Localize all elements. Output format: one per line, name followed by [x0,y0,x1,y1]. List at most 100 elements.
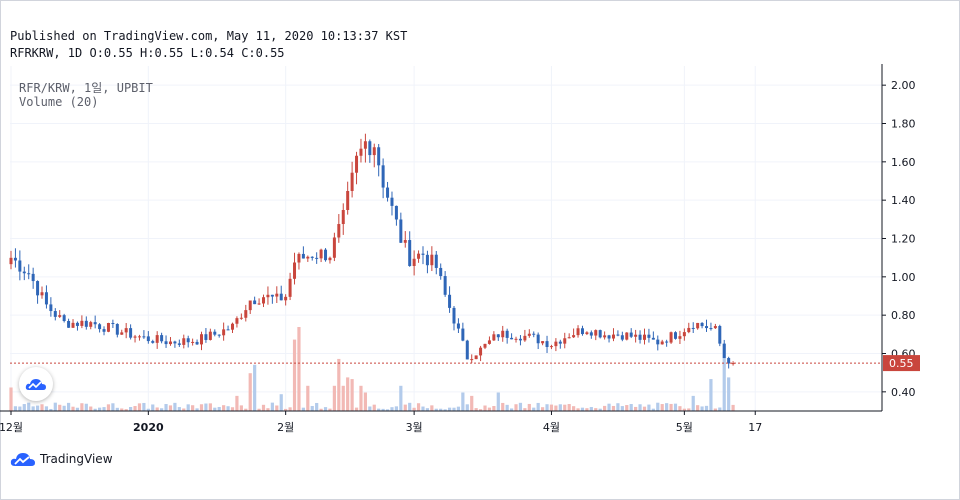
volume-bar [164,404,168,411]
candle-body [678,336,682,339]
volume-bar [102,407,106,411]
volume-bar [257,408,261,411]
volume-bar [253,364,257,411]
candle-body [279,293,283,301]
volume-bar [40,404,44,411]
candle-body [244,310,248,318]
volume-bar [213,407,217,411]
candle-body [430,254,434,266]
volume-bar [208,403,212,411]
candle-body [523,335,527,341]
volume-bar [31,406,35,411]
brand[interactable]: TradingView [10,450,113,468]
candle-body [191,341,195,343]
candle-body [403,240,407,243]
candle-body [182,338,186,345]
volume-bar [678,406,682,411]
volume-bar [239,405,243,411]
candle-body [656,339,660,345]
candle-body [337,224,341,238]
candle-body [687,327,691,333]
volume-bar [84,403,88,411]
volume-bar [439,408,443,411]
candle-body [253,300,257,305]
candle-body [160,335,164,342]
volume-bar [505,404,509,411]
volume-bar [62,405,66,411]
candle-body [231,323,234,330]
candle-body [288,278,292,297]
volume-bar [434,408,438,411]
candle-body [120,332,124,335]
candle-body [487,340,491,344]
candle-body [554,341,558,347]
volume-bar [9,387,13,411]
candle-body [67,320,71,328]
candle-body [510,337,514,340]
volume-bar [195,408,199,411]
volume-bar [642,406,647,411]
candle-body [425,254,429,266]
volume-bar [377,408,381,411]
x-tick-label: 2월 [277,421,294,434]
candle-body [62,315,66,321]
volume-bar [315,402,319,411]
candle-body [474,355,478,360]
candle-body [718,326,722,344]
candle-body [616,334,620,336]
candle-body [186,338,190,343]
x-tick-label: 4월 [543,421,560,434]
candle-body [572,335,576,338]
candle-body [585,332,589,335]
volume-bar [691,395,695,411]
candle-body [665,341,669,343]
candle-body [341,209,345,225]
volume-bar [589,407,593,411]
volume-bar [474,408,478,411]
volume-bar [328,408,332,411]
candle-body [390,197,394,206]
candle-body [315,257,319,259]
candle-body [651,337,655,340]
volume-bar [385,409,390,411]
volume-bar [124,409,128,411]
candle-body [137,336,141,338]
volume-bar [160,408,164,411]
candle-body [479,347,483,356]
candle-body [9,257,13,265]
candle-body [248,300,252,311]
candle-body [448,294,452,308]
volume-bar [390,407,394,411]
x-tick-label: 2020 [133,421,164,434]
volume-bar [292,339,297,411]
x-tick-label: 17 [748,421,762,434]
candle-body [394,205,398,220]
volume-bar [656,402,660,411]
candle-body [589,332,593,336]
candle-body [89,322,93,327]
candle-body [177,343,181,345]
volume-bar [456,406,461,411]
tradingview-bubble[interactable] [19,367,53,401]
candle-body [49,304,53,312]
candle-body [381,165,385,188]
x-tick-label: 5월 [676,421,693,434]
candle-body [558,341,562,344]
tradingview-logo-icon [10,453,35,466]
candle-body [284,296,288,301]
volume-bar [625,405,629,411]
volume-bar [567,404,571,411]
candle-body [332,237,336,258]
candles [9,133,735,369]
volume-bar [284,408,288,411]
x-tick-label: 12월 [0,421,23,434]
candle-body [102,329,106,332]
last-price-label: 0.55 [889,357,914,370]
volume-bar [363,392,367,411]
candle-body [660,341,664,345]
volume-bar [120,408,124,411]
candle-body [638,334,642,340]
candle-body [31,273,35,282]
candle-body [727,358,731,364]
